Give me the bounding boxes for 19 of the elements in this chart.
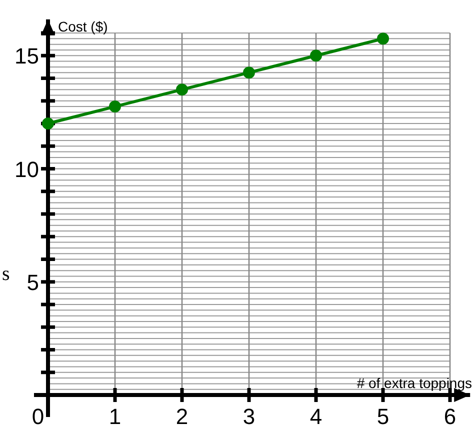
y-tick-label: 5 xyxy=(26,270,39,295)
y-tick-label: 10 xyxy=(14,156,39,182)
y-tick-label: 15 xyxy=(14,44,39,69)
y-axis-title: Cost ($) xyxy=(58,18,108,34)
x-tick-label: 3 xyxy=(242,404,256,429)
y2-axis-title: s xyxy=(2,262,10,285)
point xyxy=(176,84,188,96)
x-tick-label: 5 xyxy=(376,404,390,429)
x-tick-label: 0 xyxy=(32,404,44,429)
x-tick-label: 6 xyxy=(444,404,456,429)
x-axis-title: # of extra toppings xyxy=(356,375,472,391)
point xyxy=(42,118,54,130)
point xyxy=(243,66,255,79)
point xyxy=(310,50,322,62)
point xyxy=(109,100,121,113)
point xyxy=(377,32,389,45)
x-tick-label: 2 xyxy=(176,404,188,429)
x-tick-label: 1 xyxy=(108,404,122,429)
x-tick-label: 4 xyxy=(310,404,322,429)
